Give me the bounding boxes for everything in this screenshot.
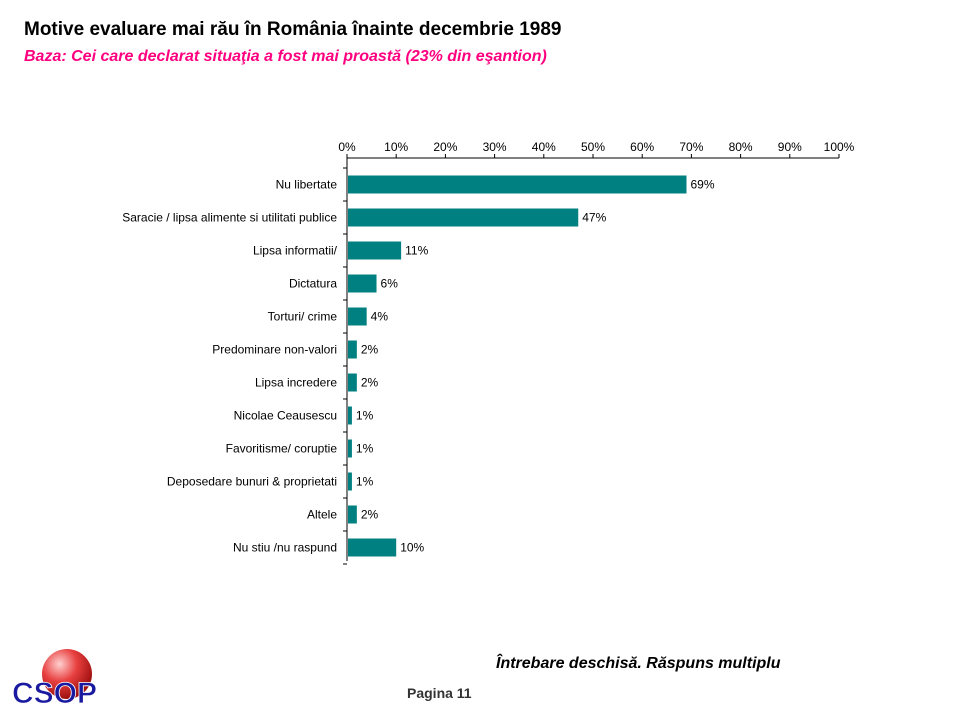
csop-logo: CSOP: [12, 647, 122, 709]
bar: [348, 176, 686, 194]
category-label: Nu stiu /nu raspund: [233, 541, 337, 555]
logo-text: CSOP: [12, 677, 97, 709]
question-note: Întrebare deschisă. Răspuns multiplu: [496, 655, 781, 673]
bar: [348, 539, 396, 557]
value-label: 1%: [356, 475, 374, 489]
bar: [348, 308, 367, 326]
category-label: Dictatura: [289, 277, 337, 291]
bar: [348, 374, 357, 392]
bar: [348, 407, 352, 425]
value-label: 69%: [690, 178, 714, 192]
bar: [348, 275, 377, 293]
x-tick-label: 0%: [338, 140, 356, 154]
x-tick-label: 40%: [532, 140, 556, 154]
value-label: 2%: [361, 343, 379, 357]
x-tick-label: 10%: [384, 140, 408, 154]
category-label: Predominare non-valori: [212, 343, 337, 357]
value-label: 1%: [356, 442, 374, 456]
bar: [348, 506, 357, 524]
value-label: 1%: [356, 409, 374, 423]
value-label: 2%: [361, 508, 379, 522]
bar: [348, 473, 352, 491]
bar: [348, 242, 401, 260]
value-label: 2%: [361, 376, 379, 390]
bar: [348, 341, 357, 359]
bar: [348, 209, 578, 227]
category-label: Altele: [307, 508, 337, 522]
x-tick-label: 60%: [630, 140, 654, 154]
value-label: 6%: [381, 277, 399, 291]
value-label: 10%: [400, 541, 424, 555]
category-label: Saracie / lipsa alimente si utilitati pu…: [122, 211, 337, 225]
x-tick-label: 90%: [778, 140, 802, 154]
x-tick-label: 20%: [433, 140, 457, 154]
category-label: Lipsa incredere: [255, 376, 337, 390]
x-tick-label: 30%: [483, 140, 507, 154]
value-label: 47%: [582, 211, 606, 225]
x-tick-label: 50%: [581, 140, 605, 154]
x-tick-label: 80%: [729, 140, 753, 154]
x-tick-label: 70%: [679, 140, 703, 154]
category-label: Favoritisme/ coruptie: [226, 442, 338, 456]
category-label: Nu libertate: [276, 178, 338, 192]
category-label: Lipsa informatii/: [253, 244, 338, 258]
bar: [348, 440, 352, 458]
x-tick-label: 100%: [824, 140, 855, 154]
value-label: 4%: [371, 310, 389, 324]
value-label: 11%: [405, 244, 428, 258]
page-number: Pagina 11: [407, 685, 472, 701]
category-label: Torturi/ crime: [268, 310, 338, 324]
category-label: Deposedare bunuri & proprietati: [167, 475, 337, 489]
category-label: Nicolae Ceausescu: [234, 409, 337, 423]
